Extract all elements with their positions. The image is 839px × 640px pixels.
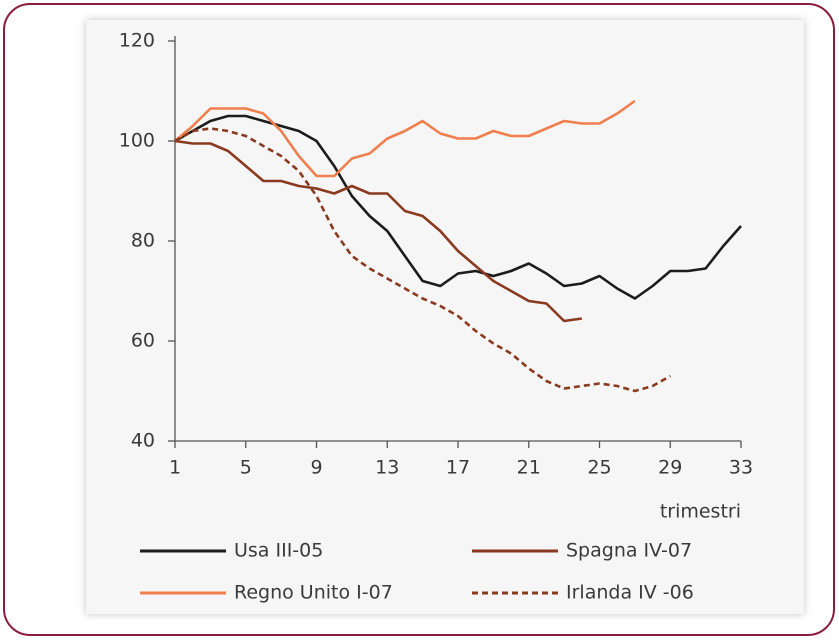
legend-label: Spagna IV-07 [566, 540, 692, 562]
x-tick-label: 33 [729, 457, 753, 479]
series-line [174, 114, 742, 300]
x-tick-label: 9 [310, 457, 322, 479]
series-line [174, 139, 582, 323]
x-tick-label: 29 [658, 457, 682, 479]
y-tick-label: 60 [131, 330, 155, 352]
x-tick-label: 21 [517, 457, 541, 479]
legend-label: Usa III-05 [234, 540, 323, 562]
y-tick-label: 100 [119, 130, 155, 152]
y-tick-label: 40 [131, 430, 155, 452]
x-axis-label: trimestri [660, 501, 741, 523]
x-tick-label: 25 [587, 457, 611, 479]
panel [86, 20, 804, 614]
x-tick-label: 5 [240, 457, 252, 479]
x-tick-label: 1 [169, 457, 181, 479]
y-tick-label: 80 [131, 230, 155, 252]
x-tick-label: 13 [375, 457, 399, 479]
x-tick-label: 17 [446, 457, 470, 479]
y-tick-label: 120 [119, 30, 155, 52]
legend-label: Regno Unito I-07 [234, 582, 393, 604]
legend-label: Irlanda IV -06 [566, 582, 694, 604]
series-line [174, 99, 636, 178]
series-line [174, 127, 671, 393]
